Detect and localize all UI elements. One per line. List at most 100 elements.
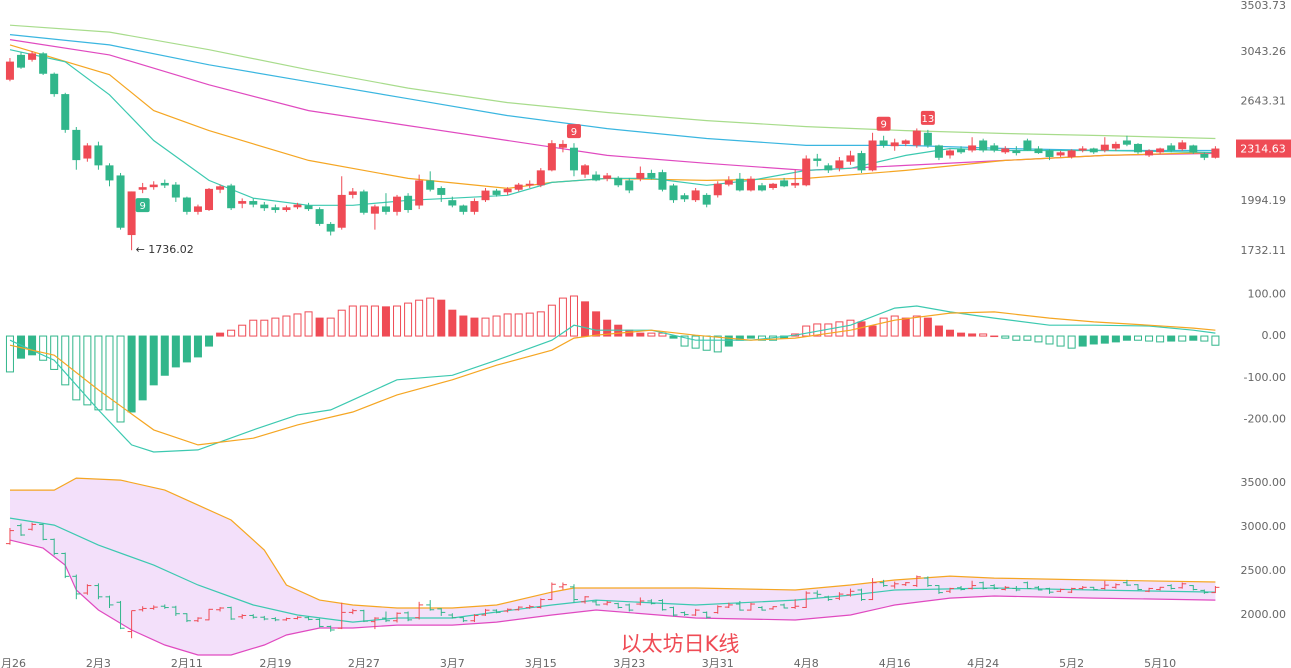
macd-bar: [1067, 335, 1076, 349]
macd-bar: [503, 313, 512, 337]
macd-bar: [437, 299, 446, 337]
macd-bar: [625, 329, 634, 337]
candle-body: [1167, 145, 1176, 151]
x-tick-label: 2月19: [259, 657, 291, 668]
td-marker: [566, 124, 581, 139]
candle-body: [492, 190, 501, 195]
candle-body: [1001, 148, 1010, 153]
candle-body: [271, 207, 280, 211]
macd-bar: [271, 317, 280, 337]
candle-body: [945, 150, 954, 156]
candle-body: [791, 182, 800, 186]
candle-body: [581, 165, 590, 175]
candle-body: [614, 177, 623, 186]
y-tick-label: 2000.00: [1241, 608, 1287, 621]
macd-bar: [901, 317, 910, 337]
candle-body: [5, 61, 14, 80]
candle-body: [348, 191, 357, 195]
x-tick-label: 2月27: [348, 657, 380, 668]
candle-body: [459, 205, 468, 212]
macd-bar: [39, 335, 48, 361]
macd-bar: [1133, 335, 1142, 341]
macd-bar: [1156, 335, 1165, 343]
candle-body: [647, 172, 656, 178]
x-tick-label: 5月10: [1144, 657, 1176, 668]
candle-body: [216, 186, 225, 190]
candle-body: [1156, 148, 1165, 153]
macd-bar: [105, 335, 114, 411]
price-tag: [1236, 139, 1291, 158]
macd-bar: [1078, 335, 1087, 347]
y-tick-label: 100.00: [1248, 287, 1287, 300]
macd-bar: [890, 315, 899, 337]
macd-bar: [1034, 335, 1043, 343]
candle-body: [868, 140, 877, 171]
candle-body: [337, 194, 346, 228]
y-tick-label: 2500.00: [1241, 564, 1287, 577]
candle-body: [912, 130, 921, 146]
candle-body: [813, 158, 822, 161]
candle-body: [658, 172, 667, 190]
candle-body: [1023, 140, 1032, 151]
macd-bar: [359, 305, 368, 337]
y-tick-label: 3000.00: [1241, 520, 1287, 533]
candle-body: [105, 165, 114, 181]
macd-bar: [968, 333, 977, 337]
candle-body: [448, 200, 457, 206]
macd-bar: [348, 305, 357, 337]
candle-body: [757, 185, 766, 191]
candle-body: [702, 194, 711, 205]
macd-bar: [426, 297, 435, 337]
macd-bar: [581, 301, 590, 337]
candle-body: [293, 204, 302, 208]
macd-bar: [1045, 335, 1054, 345]
x-tick-label: 3月31: [702, 657, 734, 668]
candle-body: [746, 178, 755, 191]
macd-bar: [227, 329, 236, 337]
low-label: ← 1736.02: [136, 243, 194, 256]
candle-body: [735, 178, 744, 191]
candle-body: [315, 209, 324, 224]
macd-bar: [957, 332, 966, 337]
candle-body: [968, 145, 977, 151]
td-marker-label: 9: [571, 127, 577, 138]
macd-bar: [238, 324, 247, 337]
candle-body: [1211, 148, 1220, 158]
macd-bar: [1122, 335, 1131, 341]
candle-body: [1122, 140, 1131, 145]
td-marker-label: 9: [880, 120, 886, 131]
candle-body: [901, 140, 910, 144]
x-tick-label: 3月23: [613, 657, 645, 668]
macd-bar: [260, 319, 269, 337]
x-tick-label: 1月26: [0, 657, 26, 668]
td-marker-label: 13: [922, 114, 935, 125]
candle-body: [603, 175, 612, 179]
candle-body: [193, 206, 202, 212]
candle-body: [304, 205, 313, 210]
macd-bar: [138, 335, 147, 401]
x-tick-label: 4月24: [967, 657, 999, 668]
y-tick-label: 3043.26: [1241, 45, 1287, 58]
macd-bar: [182, 335, 191, 363]
macd-bar: [370, 305, 379, 337]
indicator-line: [9, 311, 1216, 446]
macd-bar: [647, 332, 656, 337]
td-marker: [876, 116, 891, 131]
candle-body: [370, 206, 379, 214]
x-tick-label: 3月7: [440, 657, 465, 668]
x-tick-label: 5月2: [1059, 657, 1084, 668]
macd-bar: [326, 317, 335, 337]
candle-body: [182, 197, 191, 212]
candle-body: [249, 201, 258, 205]
macd-bar: [713, 335, 722, 353]
macd-bar: [393, 305, 402, 337]
macd-bar: [1167, 335, 1176, 342]
candle-body: [359, 191, 368, 213]
macd-bar: [702, 335, 711, 351]
candle-body: [393, 196, 402, 212]
candle-body: [1078, 148, 1087, 151]
price-tag-label: 2314.63: [1240, 143, 1286, 156]
indicator-line: [9, 49, 1216, 206]
indicator-line: [9, 24, 1216, 140]
